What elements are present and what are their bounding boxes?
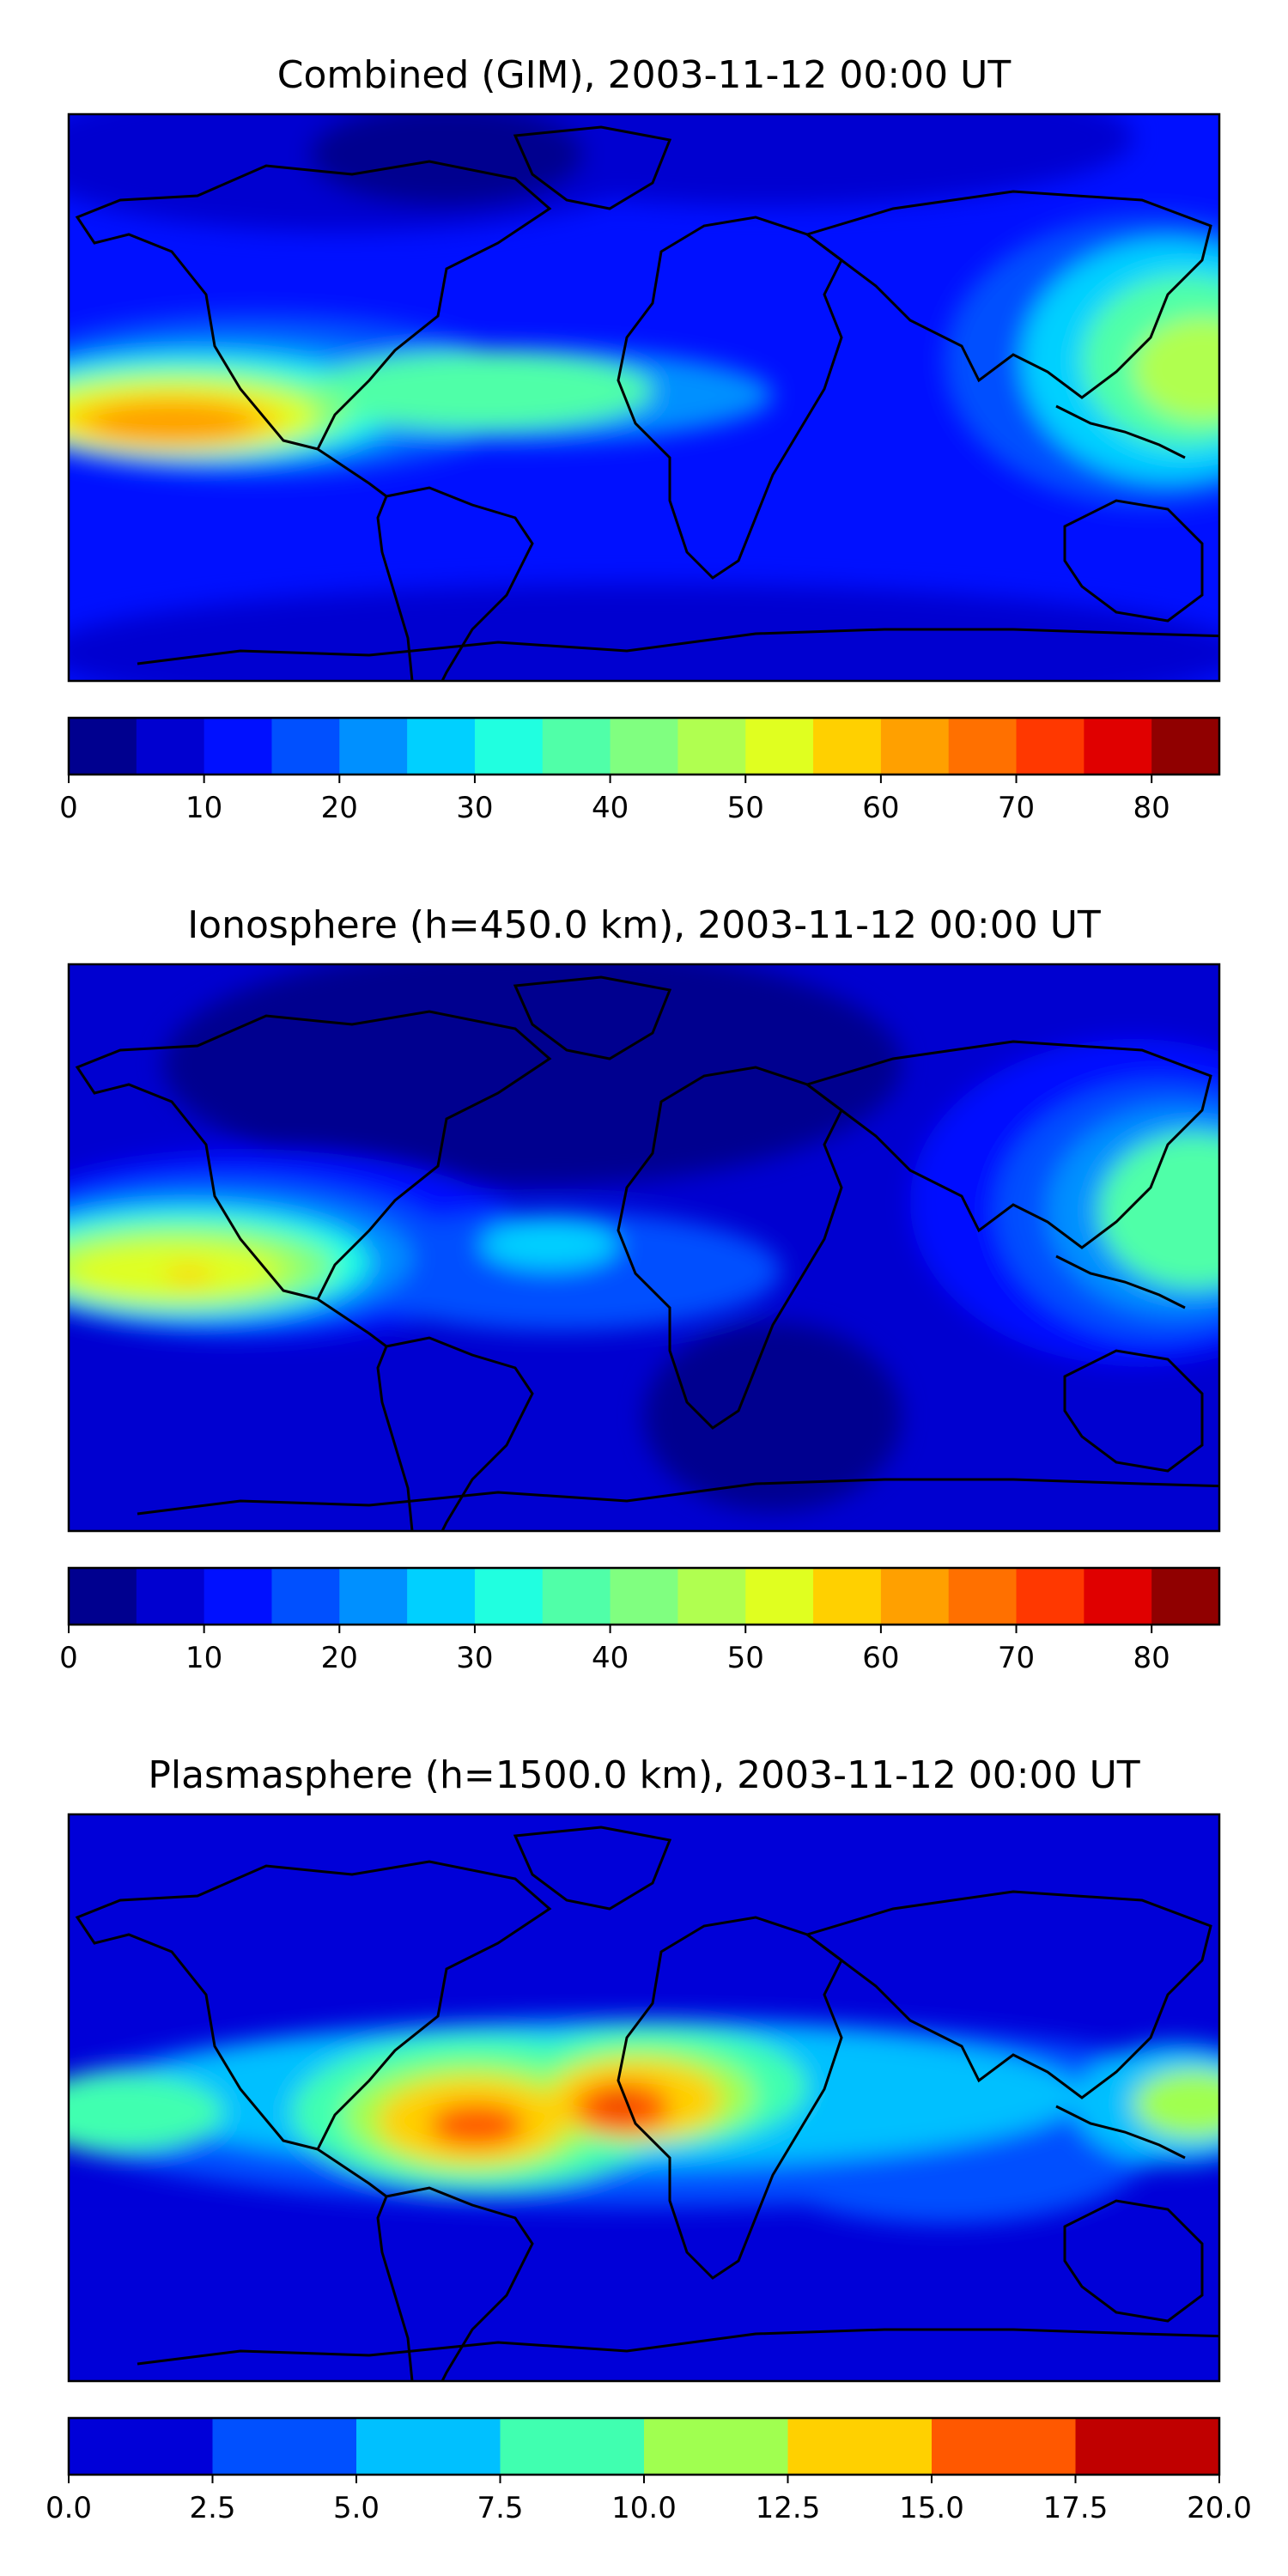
- colorbar-segment: [136, 1568, 205, 1625]
- colorbar-segment: [339, 1568, 408, 1625]
- colorbar-tick-label: 60: [862, 791, 899, 825]
- colorbar-tick-label: 0.0: [46, 2491, 92, 2525]
- colorbar-tick-label: 10: [185, 791, 222, 825]
- colorbar-tick-label: 30: [456, 791, 493, 825]
- colorbar-segment: [677, 1568, 746, 1625]
- colorbar-segment: [1016, 1568, 1084, 1625]
- colorbar-segment: [745, 718, 814, 775]
- colorbar-segment: [356, 2418, 501, 2475]
- colorbar-tick-label: 7.5: [477, 2491, 523, 2525]
- colorbar-tick-label: 10: [185, 1641, 222, 1675]
- colorbar-segment: [813, 718, 882, 775]
- colorbar-segment: [745, 1568, 814, 1625]
- colorbar-segment: [69, 718, 137, 775]
- colorbar-tick-label: 40: [592, 791, 629, 825]
- colorbar-segment: [948, 718, 1018, 775]
- colorbar-segment: [880, 1568, 950, 1625]
- colorbar-tick-label: 0: [59, 1641, 78, 1675]
- colorbar-segment: [407, 718, 476, 775]
- colorbar-segment: [1151, 718, 1220, 775]
- colorbar-tick-label: 2.5: [189, 2491, 235, 2525]
- colorbar-tick-label: 50: [727, 791, 764, 825]
- colorbar-tick-label: 70: [998, 791, 1035, 825]
- colorbar-segment: [610, 718, 678, 775]
- colorbar-segment: [1016, 718, 1084, 775]
- colorbar-tick-label: 5.0: [333, 2491, 380, 2525]
- colorbar-segment: [407, 1568, 476, 1625]
- colorbar-tick-label: 0: [59, 791, 78, 825]
- colorbar-tick-label: 12.5: [756, 2491, 821, 2525]
- colorbar-frame: [67, 2416, 1221, 2476]
- colorbar-segment: [787, 2418, 933, 2475]
- colorbar-segment: [136, 718, 205, 775]
- colorbar-segment: [542, 1568, 611, 1625]
- colorbar-segment: [880, 718, 950, 775]
- colorbar-segment: [271, 1568, 340, 1625]
- colorbar-segment: [339, 718, 408, 775]
- colorbar-tick-label: 50: [727, 1641, 764, 1675]
- colorbar-segment: [1075, 2418, 1220, 2475]
- colorbar-segment: [204, 718, 272, 775]
- colorbar-tick-label: 80: [1133, 1641, 1170, 1675]
- colorbar-segment: [212, 2418, 357, 2475]
- colorbar-segment: [1084, 1568, 1152, 1625]
- colorbar-tick-label: 60: [862, 1641, 899, 1675]
- colorbar-segment: [69, 2418, 213, 2475]
- colorbar-segment: [500, 2418, 645, 2475]
- colorbar-segment: [932, 2418, 1076, 2475]
- colorbar-tick-label: 40: [592, 1641, 629, 1675]
- colorbar-tick-label: 20: [321, 791, 358, 825]
- colorbar-tick-label: 80: [1133, 791, 1170, 825]
- colorbar-segment: [69, 1568, 137, 1625]
- colorbar-segment: [1151, 1568, 1220, 1625]
- panel-title-plasmasphere: Plasmasphere (h=1500.0 km), 2003-11-12 0…: [148, 1753, 1140, 1797]
- colorbar-tick-label: 70: [998, 1641, 1035, 1675]
- colorbar-segment: [948, 1568, 1018, 1625]
- colorbar-segment: [813, 1568, 882, 1625]
- colorbar-tick-label: 30: [456, 1641, 493, 1675]
- colorbar-frame: [67, 1566, 1221, 1626]
- colorbar-tick-label: 17.5: [1043, 2491, 1109, 2525]
- colorbar-segment: [610, 1568, 678, 1625]
- colorbar-segment: [644, 2418, 788, 2475]
- colorbar-segment: [204, 1568, 272, 1625]
- colorbar-tick-label: 20.0: [1187, 2491, 1252, 2525]
- panel-title-combined: Combined (GIM), 2003-11-12 00:00 UT: [276, 53, 1012, 97]
- colorbar-segment: [474, 1568, 544, 1625]
- colorbar-tick-label: 20: [321, 1641, 358, 1675]
- colorbar-segment: [271, 718, 340, 775]
- colorbar-segment: [542, 718, 611, 775]
- colorbar-segment: [677, 718, 746, 775]
- panel-title-ionosphere: Ionosphere (h=450.0 km), 2003-11-12 00:0…: [187, 903, 1101, 947]
- colorbar-tick-label: 15.0: [899, 2491, 964, 2525]
- colorbar-frame: [67, 716, 1221, 776]
- colorbar-segment: [474, 718, 544, 775]
- colorbar-tick-label: 10.0: [611, 2491, 677, 2525]
- colorbar-segment: [1084, 718, 1152, 775]
